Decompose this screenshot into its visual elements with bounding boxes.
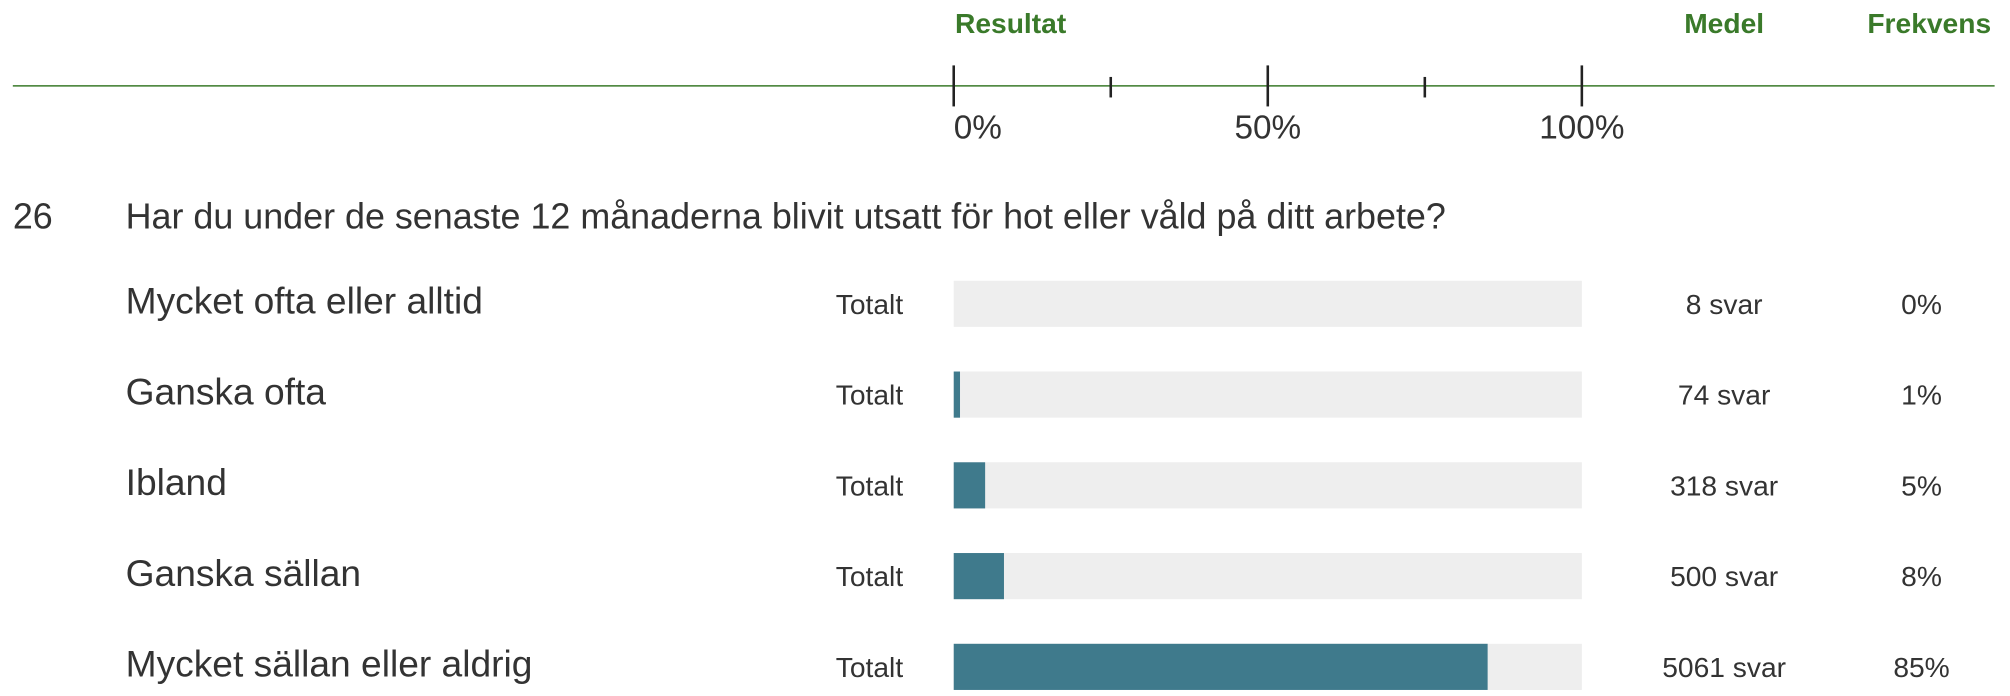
count-label: 74 svar (1678, 379, 1770, 411)
count-label: 5061 svar (1662, 651, 1786, 683)
category-label: Ganska sällan (126, 552, 361, 594)
group-label: Totalt (836, 651, 904, 683)
axis-tick-label: 50% (1234, 109, 1301, 146)
value-label: 1% (1901, 379, 1942, 411)
category-label: Ibland (126, 461, 227, 503)
value-label: 0% (1901, 288, 1942, 320)
value-label: 85% (1893, 651, 1949, 683)
count-label: 500 svar (1670, 560, 1778, 592)
bar-track (953, 371, 1582, 418)
header-mean: Medel (1684, 7, 1764, 39)
bar-track (953, 462, 1582, 509)
bar-track (953, 280, 1582, 327)
category-label: Ganska ofta (126, 370, 327, 412)
bar (953, 553, 1004, 600)
bar (953, 462, 986, 509)
value-label: 5% (1901, 469, 1942, 501)
group-label: Totalt (836, 379, 904, 411)
count-label: 8 svar (1686, 288, 1763, 320)
bar (953, 643, 1488, 690)
bar-track (953, 553, 1582, 600)
question-text: Har du under de senaste 12 månaderna bli… (126, 197, 1446, 237)
bar (953, 371, 961, 418)
group-label: Totalt (836, 469, 904, 501)
category-label: Mycket ofta eller alltid (126, 280, 483, 322)
question-number: 26 (13, 197, 53, 237)
axis-tick-label: 100% (1539, 109, 1624, 146)
category-label: Mycket sällan eller aldrig (126, 643, 533, 685)
group-label: Totalt (836, 560, 904, 592)
count-label: 318 svar (1670, 469, 1778, 501)
value-label: 8% (1901, 560, 1942, 592)
axis-tick-label: 0% (954, 109, 1002, 146)
group-label: Totalt (836, 288, 904, 320)
header-result: Resultat (955, 7, 1067, 39)
header-frequency: Frekvens (1867, 7, 1991, 39)
